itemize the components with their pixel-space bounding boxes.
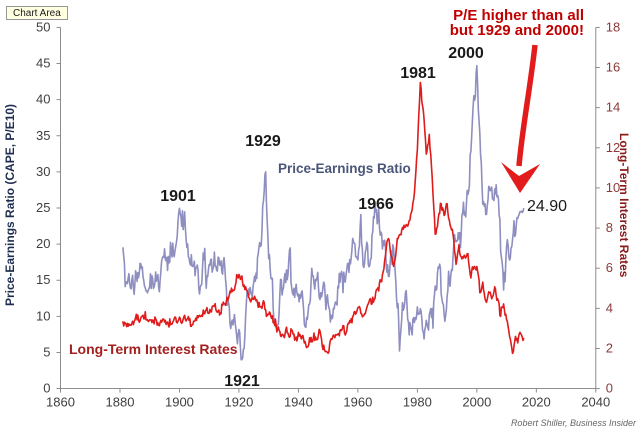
svg-text:1929: 1929 [245, 133, 281, 150]
svg-text:50: 50 [36, 19, 50, 34]
svg-text:1880: 1880 [106, 395, 135, 410]
svg-text:1960: 1960 [343, 395, 372, 410]
svg-text:1980: 1980 [403, 395, 432, 410]
svg-text:5: 5 [43, 345, 50, 360]
svg-text:1940: 1940 [284, 395, 313, 410]
svg-text:10: 10 [36, 308, 50, 323]
svg-text:2000: 2000 [462, 395, 491, 410]
svg-text:Price-Earnings Ratio: Price-Earnings Ratio [278, 161, 411, 176]
svg-text:20: 20 [36, 236, 50, 251]
svg-text:2000: 2000 [448, 45, 484, 62]
svg-text:1900: 1900 [165, 395, 194, 410]
svg-text:2020: 2020 [522, 395, 551, 410]
svg-text:1920: 1920 [224, 395, 253, 410]
svg-text:1921: 1921 [224, 373, 260, 390]
svg-text:1981: 1981 [400, 65, 436, 82]
svg-text:0: 0 [606, 381, 613, 396]
svg-text:0: 0 [43, 381, 50, 396]
svg-text:2040: 2040 [581, 395, 610, 410]
svg-text:Long-Term Interest Rates: Long-Term Interest Rates [69, 341, 238, 357]
svg-text:30: 30 [36, 164, 50, 179]
svg-text:1901: 1901 [160, 188, 196, 205]
svg-text:15: 15 [36, 272, 50, 287]
svg-text:24.90: 24.90 [527, 198, 567, 215]
svg-text:25: 25 [36, 200, 50, 215]
svg-text:1860: 1860 [46, 395, 75, 410]
svg-text:18: 18 [606, 19, 620, 34]
svg-text:35: 35 [36, 128, 50, 143]
svg-text:1966: 1966 [358, 196, 394, 213]
svg-text:but 1929 and 2000!: but 1929 and 2000! [450, 22, 584, 39]
svg-text:45: 45 [36, 56, 50, 71]
svg-text:40: 40 [36, 92, 50, 107]
